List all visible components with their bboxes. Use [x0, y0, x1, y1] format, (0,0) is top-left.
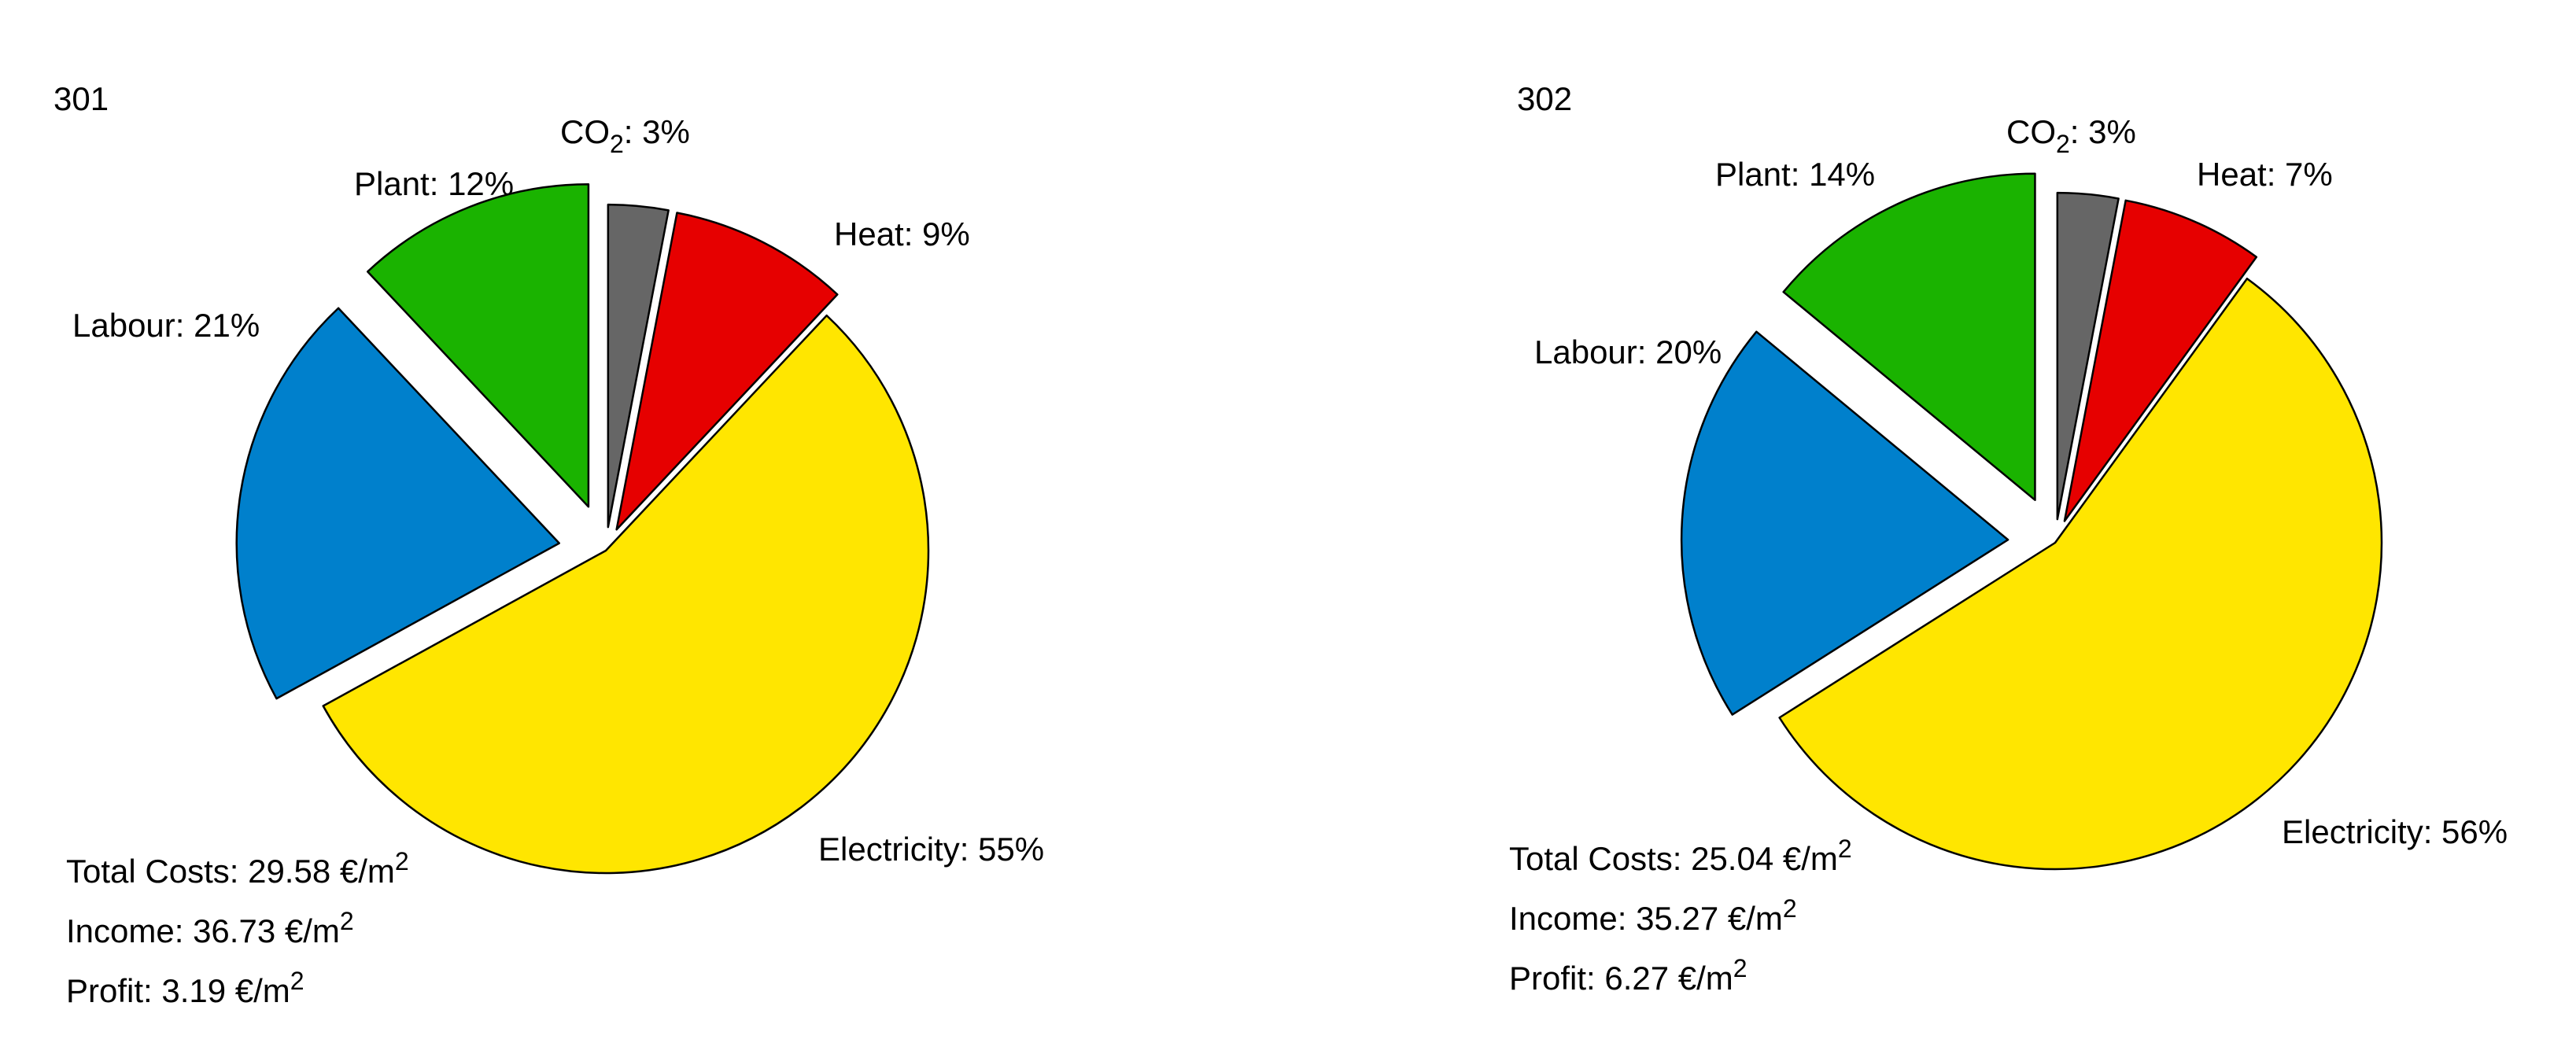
pie-slices — [1680, 172, 2383, 871]
pie-chart-301: 301 CO2: 3% Heat: 9% Electricity: 55% Labou… — [54, 80, 1044, 1009]
summary-line-1: Total Costs: 25.04 €/m2 — [1509, 835, 1852, 877]
slice-label-electricity: Electricity: 55% — [818, 831, 1044, 868]
chart-title: 302 — [1517, 80, 1572, 117]
summary-line-2: Income: 35.27 €/m2 — [1509, 894, 1797, 937]
chart-title: 301 — [54, 80, 109, 117]
cost-summary: Total Costs: 29.58 €/m2 Income: 36.73 €/m… — [66, 847, 409, 1009]
pie-slice-plant — [1782, 172, 2036, 501]
slice-label-electricity: Electricity: 56% — [2282, 813, 2508, 850]
pie-slice-heat — [615, 212, 839, 531]
summary-line-3: Profit: 3.19 €/m2 — [66, 967, 304, 1009]
slice-label-labour: Labour: 21% — [72, 307, 260, 344]
slice-label-heat: Heat: 7% — [2197, 156, 2333, 193]
pie-slice-labour — [235, 307, 560, 700]
pie-slice-electricity — [1778, 278, 2383, 871]
slice-label-co2: CO2: 3% — [2006, 113, 2136, 158]
summary-line-1: Total Costs: 29.58 €/m2 — [66, 847, 409, 890]
pie-slice-co2 — [607, 203, 670, 529]
pie-slice-heat — [2063, 199, 2258, 522]
pie-slice-co2 — [2056, 191, 2120, 521]
slice-label-heat: Heat: 9% — [834, 216, 970, 252]
cost-summary: Total Costs: 25.04 €/m2 Income: 35.27 €/m… — [1509, 835, 1852, 997]
summary-line-2: Income: 36.73 €/m2 — [66, 907, 354, 949]
slice-label-plant: Plant: 14% — [1715, 156, 1875, 193]
slice-labels: CO2: 3% Heat: 7% Electricity: 56% Labour: 2… — [1534, 113, 2508, 850]
slice-label-co2: CO2: 3% — [560, 113, 690, 158]
pie-slice-plant — [366, 182, 590, 508]
pie-slice-labour — [1680, 330, 2010, 716]
slice-label-labour: Labour: 20% — [1534, 334, 1722, 370]
summary-line-3: Profit: 6.27 €/m2 — [1509, 954, 1747, 997]
pie-slice-electricity — [322, 314, 930, 875]
slice-labels: CO2: 3% Heat: 9% Electricity: 55% Labour: 2… — [72, 113, 1044, 868]
pie-chart-302: 302 CO2: 3% Heat: 7% Electricity: 56% Labou… — [1509, 80, 2508, 997]
slice-label-plant: Plant: 12% — [354, 165, 514, 202]
pie-slices — [235, 182, 930, 875]
